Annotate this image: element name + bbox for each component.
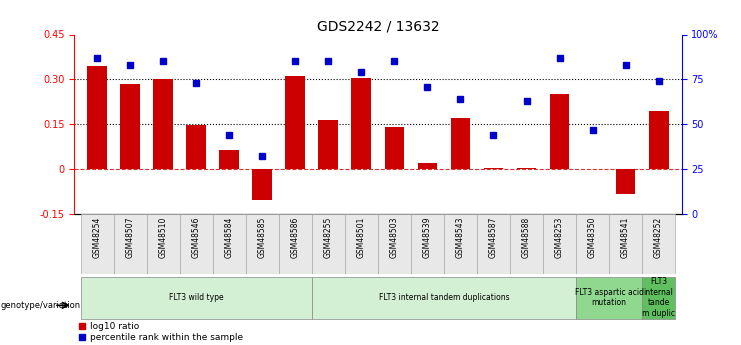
Text: GSM48586: GSM48586 xyxy=(291,217,300,258)
Bar xyxy=(417,163,437,169)
Text: FLT3 internal tandem duplications: FLT3 internal tandem duplications xyxy=(379,293,509,302)
Text: GSM48584: GSM48584 xyxy=(225,217,234,258)
Text: GSM48503: GSM48503 xyxy=(390,217,399,258)
Bar xyxy=(550,94,569,169)
Text: GSM48253: GSM48253 xyxy=(555,217,564,258)
Bar xyxy=(648,111,668,169)
Bar xyxy=(616,169,636,195)
FancyBboxPatch shape xyxy=(312,214,345,274)
Text: GSM48539: GSM48539 xyxy=(423,217,432,258)
FancyBboxPatch shape xyxy=(642,277,675,318)
FancyBboxPatch shape xyxy=(411,214,444,274)
Text: GSM48587: GSM48587 xyxy=(489,217,498,258)
FancyBboxPatch shape xyxy=(576,277,642,318)
Text: GSM48588: GSM48588 xyxy=(522,217,531,258)
Bar xyxy=(253,169,272,200)
Text: FLT3
internal
tande
m duplic: FLT3 internal tande m duplic xyxy=(642,277,675,318)
Text: GSM48255: GSM48255 xyxy=(324,217,333,258)
FancyBboxPatch shape xyxy=(444,214,477,274)
Text: GSM48254: GSM48254 xyxy=(93,217,102,258)
FancyBboxPatch shape xyxy=(81,277,312,318)
Text: GSM48510: GSM48510 xyxy=(159,217,167,258)
Text: GSM48585: GSM48585 xyxy=(258,217,267,258)
FancyBboxPatch shape xyxy=(345,214,378,274)
FancyBboxPatch shape xyxy=(510,214,543,274)
FancyBboxPatch shape xyxy=(213,214,246,274)
Bar xyxy=(451,118,471,169)
FancyBboxPatch shape xyxy=(246,214,279,274)
Bar xyxy=(516,168,536,169)
FancyBboxPatch shape xyxy=(312,277,576,318)
Text: GSM48546: GSM48546 xyxy=(192,217,201,258)
Text: GSM48501: GSM48501 xyxy=(357,217,366,258)
Legend: log10 ratio, percentile rank within the sample: log10 ratio, percentile rank within the … xyxy=(79,322,244,343)
Bar xyxy=(87,66,107,169)
FancyBboxPatch shape xyxy=(609,214,642,274)
Title: GDS2242 / 13632: GDS2242 / 13632 xyxy=(316,19,439,33)
FancyBboxPatch shape xyxy=(279,214,312,274)
Text: GSM48350: GSM48350 xyxy=(588,217,597,258)
Bar xyxy=(484,168,503,169)
Bar xyxy=(351,78,371,169)
FancyBboxPatch shape xyxy=(378,214,411,274)
FancyBboxPatch shape xyxy=(81,214,113,274)
Text: FLT3 aspartic acid
mutation: FLT3 aspartic acid mutation xyxy=(574,288,644,307)
Text: genotype/variation: genotype/variation xyxy=(1,301,81,310)
FancyBboxPatch shape xyxy=(113,214,147,274)
Bar xyxy=(319,120,339,169)
Bar xyxy=(385,127,405,169)
Bar xyxy=(285,76,305,169)
Text: GSM48543: GSM48543 xyxy=(456,217,465,258)
FancyBboxPatch shape xyxy=(477,214,510,274)
FancyBboxPatch shape xyxy=(576,214,609,274)
Bar xyxy=(120,84,140,169)
Bar xyxy=(219,150,239,169)
Bar xyxy=(153,79,173,169)
Bar xyxy=(187,125,206,169)
FancyBboxPatch shape xyxy=(642,214,675,274)
Text: GSM48507: GSM48507 xyxy=(126,217,135,258)
Text: FLT3 wild type: FLT3 wild type xyxy=(169,293,224,302)
Text: GSM48541: GSM48541 xyxy=(621,217,630,258)
FancyBboxPatch shape xyxy=(147,214,180,274)
FancyBboxPatch shape xyxy=(543,214,576,274)
Text: GSM48252: GSM48252 xyxy=(654,217,663,258)
FancyBboxPatch shape xyxy=(180,214,213,274)
